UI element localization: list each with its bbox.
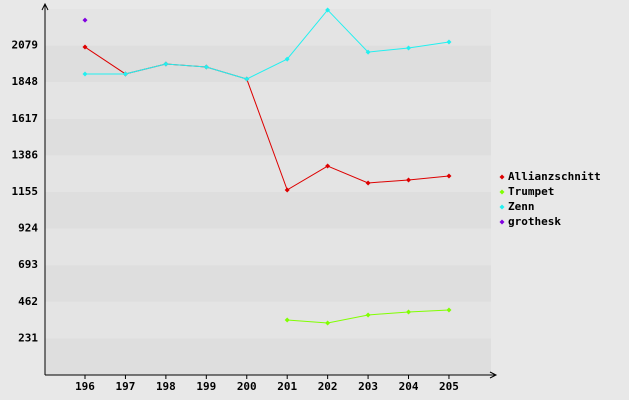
x-tick-label: 201 — [277, 380, 297, 393]
legend-label: Allianzschnitt — [508, 170, 601, 183]
x-tick-label: 196 — [75, 380, 95, 393]
point — [446, 39, 452, 45]
grid-band — [45, 265, 491, 302]
legend-label: Zenn — [508, 200, 535, 213]
point — [122, 71, 128, 77]
legend-label: Trumpet — [508, 185, 554, 198]
y-tick-label: 2079 — [12, 39, 39, 52]
grid-band — [45, 9, 491, 46]
legend-label: grothesk — [508, 215, 561, 228]
x-tick-label: 198 — [156, 380, 176, 393]
point — [446, 307, 452, 313]
grid-band — [45, 192, 491, 229]
grid-band — [45, 82, 491, 119]
x-axis-arrow — [489, 371, 498, 379]
x-tick-label: 204 — [399, 380, 419, 393]
grid-band — [45, 301, 491, 339]
x-tick-label: 199 — [196, 380, 216, 393]
x-tick-label: 197 — [116, 380, 136, 393]
point — [244, 76, 250, 82]
x-tick-label: 203 — [358, 380, 378, 393]
point — [82, 17, 88, 23]
point — [284, 56, 290, 62]
grid-band — [45, 45, 491, 83]
point — [284, 317, 290, 323]
y-tick-label: 924 — [18, 222, 38, 235]
point — [365, 49, 371, 55]
point — [365, 312, 371, 318]
point — [203, 64, 209, 70]
point — [325, 320, 331, 326]
y-tick-label: 231 — [18, 331, 38, 344]
grid-band — [45, 228, 491, 266]
y-tick-label: 1848 — [12, 75, 39, 88]
y-axis-arrow — [41, 2, 49, 11]
point — [82, 71, 88, 77]
x-tick-label: 202 — [318, 380, 338, 393]
y-tick-label: 462 — [18, 295, 38, 308]
y-tick-label: 1155 — [12, 185, 39, 198]
y-tick-label: 1617 — [12, 112, 39, 125]
legend-marker — [499, 219, 505, 225]
x-tick-label: 205 — [439, 380, 459, 393]
x-tick-label: 200 — [237, 380, 257, 393]
point — [446, 173, 452, 179]
grid-band — [45, 338, 491, 375]
grid-band — [45, 155, 491, 192]
legend-marker — [499, 204, 505, 210]
legend-marker — [499, 189, 505, 195]
series-line — [85, 9, 450, 80]
point — [406, 177, 412, 183]
point — [406, 45, 412, 51]
point — [163, 61, 169, 67]
point — [365, 180, 371, 186]
point — [325, 7, 331, 13]
y-tick-label: 1386 — [12, 148, 39, 161]
point — [82, 44, 88, 50]
y-tick-label: 693 — [18, 258, 38, 271]
point — [284, 187, 290, 193]
point — [406, 309, 412, 315]
point — [325, 163, 331, 169]
legend-marker — [499, 174, 505, 180]
